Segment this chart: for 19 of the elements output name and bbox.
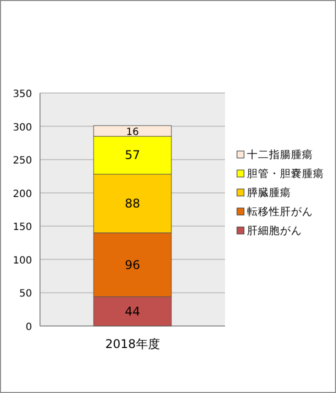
y-tick-label: 100 (12, 255, 32, 266)
data-label: 96 (124, 258, 140, 272)
y-tick-label: 250 (12, 156, 32, 167)
y-tick-label: 300 (12, 122, 32, 134)
data-label: 16 (126, 126, 139, 138)
y-tick-label: 50 (19, 288, 32, 300)
legend-label: 膵臓腫瘍 (247, 186, 291, 199)
y-tick-label: 150 (12, 222, 32, 234)
legend-label: 肝細胞がん (247, 225, 302, 237)
legend-label: 転移性肝がん (247, 206, 313, 218)
y-tick-label: 200 (12, 188, 32, 200)
data-label: 44 (124, 304, 140, 318)
legend-label: 胆管・胆嚢腫瘍 (247, 167, 324, 180)
legend-label: 十二指腸腫瘍 (247, 148, 313, 161)
data-label: 88 (124, 196, 140, 211)
y-tick-label: 350 (12, 89, 32, 100)
y-tick-label: 0 (26, 322, 32, 333)
x-tick-label: 2018年度 (105, 337, 160, 351)
data-label: 57 (124, 148, 140, 162)
